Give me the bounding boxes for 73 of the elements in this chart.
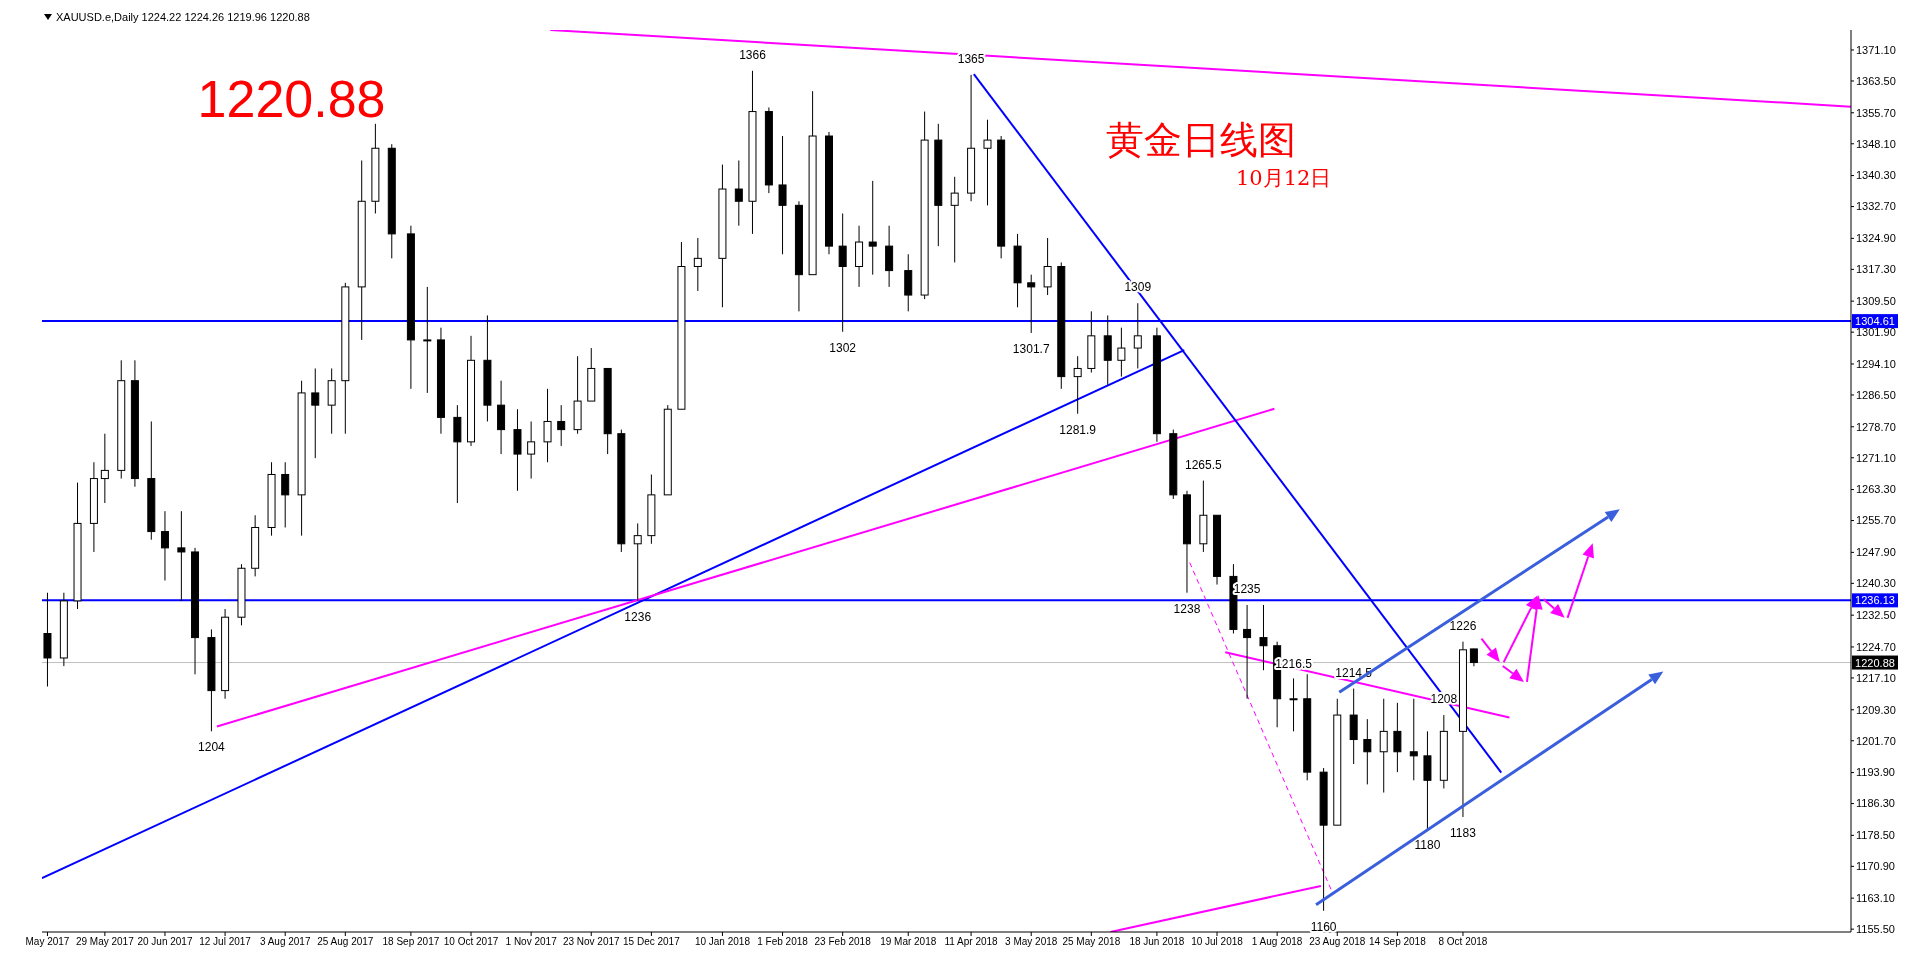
y-tick-label: 1193.90	[1856, 766, 1895, 779]
annotation: 1183	[1450, 826, 1477, 841]
annotation: 1220.88	[197, 69, 386, 128]
y-tick-label: 1340.30	[1856, 169, 1896, 182]
y-tick-label: 1324.90	[1856, 232, 1896, 245]
annotation: 1160	[1310, 919, 1337, 934]
ref-line-label: 1304.61	[1855, 315, 1895, 328]
annotation: 1265.5	[1185, 457, 1223, 472]
annotation: 黄金日线图	[1105, 118, 1296, 163]
y-tick-label: 1217.10	[1856, 671, 1896, 684]
annotation: 10月12日	[1235, 166, 1332, 191]
y-tick-label: 1170.90	[1856, 860, 1895, 873]
x-tick-label: 10 Jan 2018	[694, 936, 751, 948]
x-tick-label: 10 Jul 2018	[1191, 936, 1244, 948]
y-tick-label: 1224.70	[1856, 640, 1896, 653]
x-tick-label: 19 Mar 2018	[880, 936, 937, 948]
annotation: 1180	[1414, 838, 1441, 853]
y-tick-label: 1201.70	[1856, 734, 1896, 747]
annotation: 1204	[198, 740, 226, 755]
x-tick-label: 25 May 2018	[1062, 936, 1121, 948]
x-tick-label: 20 Jun 2017	[137, 936, 193, 948]
y-tick-label: 1286.50	[1856, 388, 1896, 401]
y-tick-label: 1348.10	[1856, 137, 1896, 150]
x-tick-label: 23 Aug 2018	[1309, 936, 1366, 948]
x-tick-label: 3 May 2018	[1005, 936, 1058, 948]
y-tick-label: 1271.10	[1856, 451, 1896, 464]
y-tick-label: 1247.90	[1856, 546, 1896, 559]
x-tick-label: 10 Oct 2017	[443, 936, 499, 948]
x-tick-label: 1 Feb 2018	[757, 936, 809, 948]
x-tick-label: 12 Jul 2017	[199, 936, 252, 948]
y-tick-label: 1278.70	[1856, 420, 1896, 433]
y-tick-label: 1301.90	[1856, 326, 1896, 339]
x-tick-label: 23 Nov 2017	[562, 936, 621, 948]
y-tick-label: 1186.30	[1856, 797, 1895, 810]
y-tick-label: 1371.10	[1856, 43, 1896, 56]
annotation: 1301.7	[1012, 341, 1050, 356]
annotation: 1238	[1173, 601, 1201, 616]
annotation: 1226	[1449, 618, 1477, 633]
y-tick-label: 1332.70	[1856, 200, 1896, 213]
x-tick-label: 29 May 2017	[75, 936, 135, 948]
y-tick-label: 1163.10	[1856, 892, 1895, 905]
annotation: 1365	[957, 51, 985, 66]
x-tick-label: 11 Apr 2018	[944, 936, 999, 948]
y-tick-label: 1355.70	[1856, 106, 1896, 119]
annotation: 1302	[829, 340, 857, 355]
y-tick-label: 1363.50	[1856, 74, 1896, 87]
x-tick-label: 1 Aug 2018	[1251, 936, 1303, 948]
y-tick-label: 1240.30	[1856, 577, 1896, 590]
x-tick-label: 8 Oct 2018	[1438, 936, 1488, 948]
chart-title: XAUUSD.e,Daily 1224.22 1224.26 1219.96 1220.88	[56, 11, 310, 23]
y-tick-label: 1178.50	[1856, 829, 1895, 842]
y-tick-label: 1263.30	[1856, 483, 1896, 496]
x-tick-label: May 2017	[25, 936, 70, 948]
y-tick-label: 1317.30	[1856, 263, 1896, 276]
annotation: 1236	[624, 609, 652, 624]
x-tick-label: 1 Nov 2017	[505, 936, 558, 948]
x-tick-label: 3 Aug 2017	[259, 936, 311, 948]
y-tick-label: 1309.50	[1856, 295, 1896, 308]
x-tick-label: 15 Dec 2017	[623, 936, 681, 948]
y-tick-label: 1232.50	[1856, 609, 1896, 622]
x-tick-label: 25 Aug 2017	[317, 936, 374, 948]
x-tick-label: 14 Sep 2018	[1369, 936, 1427, 948]
y-tick-label: 1294.10	[1856, 357, 1896, 370]
x-tick-label: 18 Jun 2018	[1129, 936, 1185, 948]
x-tick-label: 23 Feb 2018	[814, 936, 872, 948]
annotation: 1281.9	[1059, 422, 1097, 437]
annotation: 1366	[739, 47, 767, 62]
ref-line-label: 1236.13	[1855, 594, 1895, 607]
y-tick-label: 1155.50	[1856, 923, 1895, 936]
y-tick-label: 1255.70	[1856, 514, 1896, 527]
x-tick-label: 18 Sep 2017	[382, 936, 440, 948]
y-tick-label: 1209.30	[1856, 703, 1896, 716]
ref-line-label: 1220.88	[1855, 656, 1895, 669]
